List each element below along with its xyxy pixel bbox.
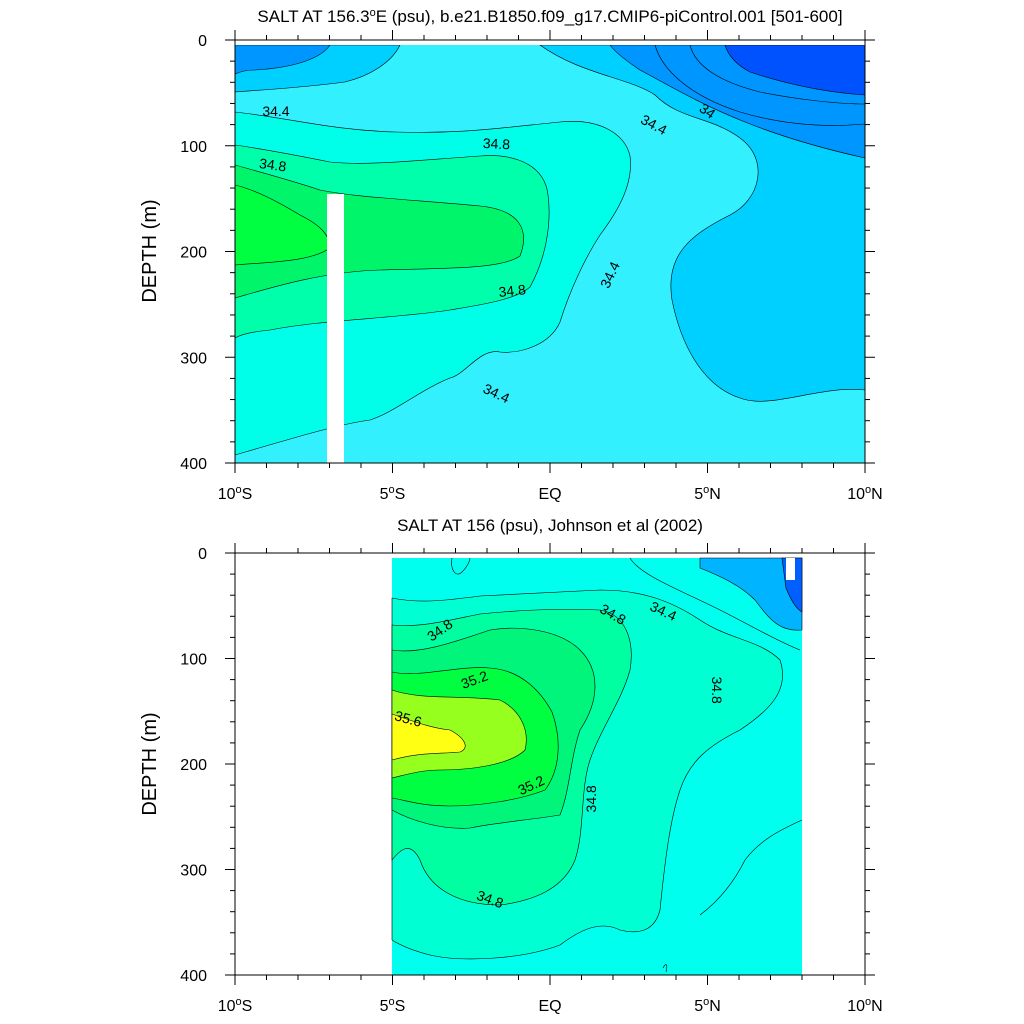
model-salinity-panel: SALT AT 156.3oE (psu), b.e21.B1850.f09_g… [139,7,883,503]
y-tick-label: 0 [198,33,207,50]
contour-label: 34.8 [709,677,725,704]
y-tick-label: 400 [180,968,207,985]
contour-line [689,44,865,105]
panel-title: SALT AT 156 (psu), Johnson et al (2002) [397,516,703,535]
contour-line [662,964,668,973]
missing-data-column [786,558,795,580]
observed-salinity-panel: SALT AT 156 (psu), Johnson et al (2002) … [139,516,883,1015]
contour-label: 34.8 [258,155,287,175]
y-tick-label: 400 [180,456,207,473]
x-tick-label: 10oS [218,484,253,503]
contour-label: 34.8 [498,281,527,300]
x-tick-label: 5oN [694,484,721,503]
contour-label: 35.6 [393,707,424,730]
x-tick-label: 5oS [380,996,406,1015]
y-tick-label: 100 [180,139,207,156]
contour-label: 34.8 [583,785,599,812]
x-tick-label: EQ [538,486,561,503]
y-tick-label: 300 [180,350,207,367]
contour-line [629,557,801,651]
contour-label: 34.8 [482,135,510,152]
surface-gap [235,40,865,45]
y-axis-label: DEPTH (m) [139,199,161,302]
contour-band-35.2-35.4 [235,184,331,266]
x-tick-label: 5oN [694,996,721,1015]
x-tick-label: 10oS [218,996,253,1015]
y-tick-label: 0 [198,546,207,563]
contour-line [451,557,471,575]
y-tick-label: 200 [180,757,207,774]
missing-data-column [327,194,344,463]
y-axis-label: DEPTH (m) [139,712,161,815]
contour-line [654,44,865,126]
panel-title: SALT AT 156.3oE (psu), b.e21.B1850.f09_g… [257,7,842,26]
y-tick-label: 300 [180,863,207,880]
contour-band-35.4-35.6 [391,689,527,779]
y-tick-label: 200 [180,245,207,262]
x-tick-label: 10oN [847,484,882,503]
y-tick-label: 100 [180,652,207,669]
contour-line [699,819,803,916]
contour-band-34.0-34.2 [235,44,331,75]
x-tick-label: 10oN [847,996,882,1015]
x-tick-label: 5oS [380,484,406,503]
contour-label: 34.4 [262,103,289,119]
x-tick-label: EQ [538,998,561,1015]
contour-band-ge-35.6 [391,713,466,761]
contour-band-34.2-34.4 [699,557,803,631]
contour-band-le-34.0 [724,44,865,96]
